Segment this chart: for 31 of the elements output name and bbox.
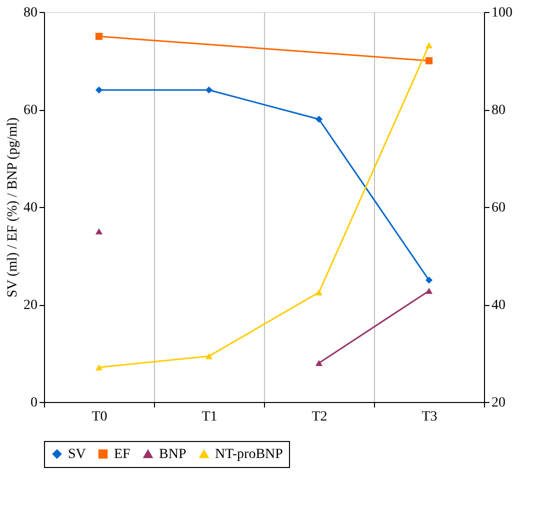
point (205, 353, 213, 360)
y-axis-title: SV (ml) / EF (%) / BNP (pg/ml) (6, 117, 20, 298)
x-tick-label: T2 (312, 410, 328, 424)
legend-label: EF (114, 447, 131, 462)
point (315, 116, 323, 123)
x-tick-label: T3 (422, 410, 438, 424)
point (315, 289, 323, 296)
legend-label: NT-proBNP (215, 447, 284, 462)
point (95, 364, 103, 370)
y-tick-label: 0 (30, 396, 38, 410)
y2-tick-label: 60 (492, 200, 506, 216)
x-tick-label: T0 (92, 410, 108, 424)
y-tick-label: 40 (24, 200, 38, 216)
point (425, 42, 433, 48)
point (95, 228, 103, 234)
legend-label: SV (68, 447, 86, 462)
point (315, 360, 323, 366)
y2-tick-label: 100 (492, 6, 512, 20)
y2-tick-label: 80 (492, 103, 506, 118)
point (425, 276, 433, 284)
point (205, 86, 213, 94)
point (425, 288, 433, 294)
y-tick-label: 20 (24, 298, 38, 313)
y2-tick-label: 20 (492, 396, 506, 410)
y2-tick-label: 40 (492, 298, 506, 313)
y-tick-label: 80 (24, 6, 38, 20)
y-tick-label: 60 (24, 103, 38, 118)
legend-label: BNP (159, 447, 186, 462)
point (95, 86, 103, 94)
x-tick-label: T1 (202, 410, 218, 424)
point (95, 32, 103, 40)
